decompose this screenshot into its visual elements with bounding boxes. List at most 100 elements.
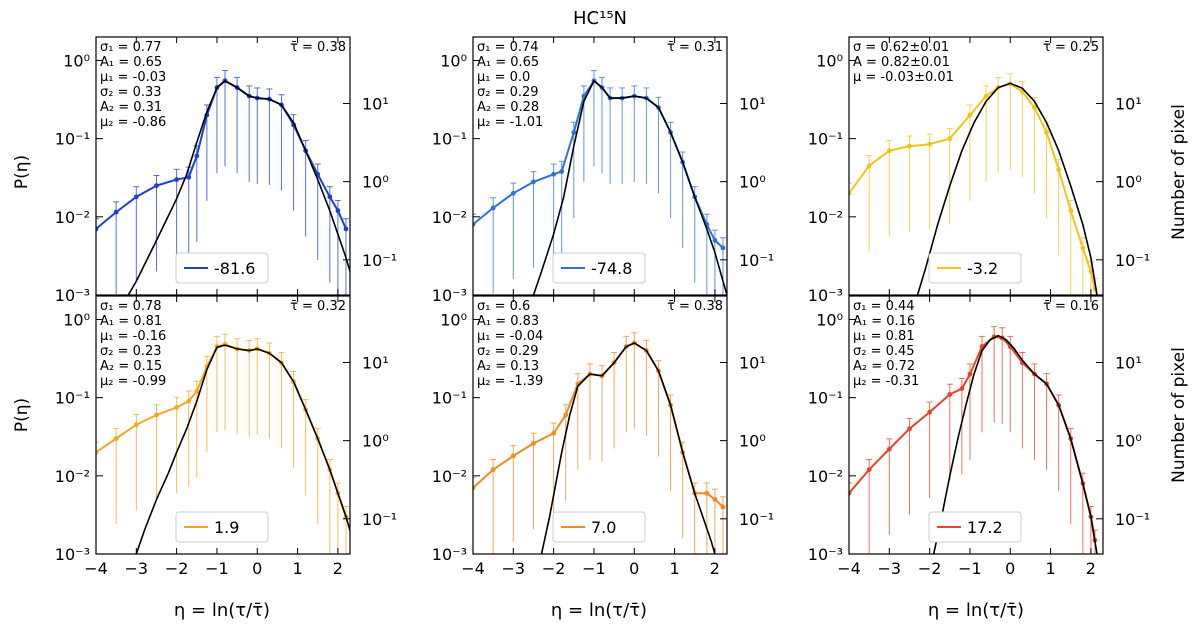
stat-line: μ₂ = -0.31 [853,374,919,389]
y-tick-label: 10⁻² [432,467,467,486]
legend-box [552,511,646,543]
right-y-tick-label: 10¹ [1115,94,1142,113]
y-tick-label: 10⁻¹ [808,389,843,408]
right-y-tick-label: 10⁰ [362,432,389,451]
figure-title: HC¹⁵N [573,8,627,29]
legend-box [175,252,269,284]
stat-line: μ₁ = -0.03 [100,70,166,85]
stat-line: A₂ = 0.31 [100,100,162,115]
y-tick-label: 10⁰ [816,310,843,329]
x-tick-label: −4 [84,559,108,578]
panel-5: −4 −3 −2 −1 0 1 2 10⁻³ 10⁻² 10⁻¹ 10⁰ 10⁻¹ 10⁰ 10¹ σ₁ =… [432,295,774,578]
x-tick-label: −1 [958,559,982,578]
y-tick-label: 10⁻² [432,208,467,227]
x-tick-label: −3 [878,559,902,578]
y-tick-label: 10⁻² [808,208,843,227]
x-axis-label-1: η = ln(τ/τ̄) [174,600,270,621]
x-tick-label: 1 [669,559,679,578]
y-tick-label: 10⁻¹ [432,130,467,149]
y-tick-label: 10⁰ [440,310,467,329]
stat-line: A₁ = 0.81 [100,314,162,329]
stat-line: σ₁ = 0.77 [100,40,162,55]
x-tick-label: 2 [333,559,343,578]
right-y-tick-label: 10⁰ [739,432,766,451]
model-curve [916,82,1098,295]
stat-line: μ₂ = -0.99 [100,374,166,389]
x-tick-label: −2 [542,559,566,578]
axis-frame [472,295,728,555]
tau-bar-label: τ̄ = 0.31 [667,40,723,55]
x-tick-label: 2 [710,559,720,578]
y-axis-label-top: P(η) [12,155,32,189]
model-curve [127,79,350,295]
y-tick-label: 10⁰ [816,51,843,70]
x-tick-label: 1 [1045,559,1055,578]
stat-line: σ = 0.62±0.01 [853,40,949,55]
stat-line: μ₁ = -0.04 [477,329,543,344]
legend-label: -81.6 [214,259,255,278]
stat-line: A₂ = 0.15 [100,359,162,374]
stat-line: σ₂ = 0.29 [477,344,539,359]
stat-line: σ₁ = 0.6 [477,299,530,314]
legend-box [175,511,269,543]
right-y-tick-label: 10¹ [739,353,766,372]
legend-box [928,511,1022,543]
x-tick-label: −4 [461,559,485,578]
y-tick-label: 10⁰ [63,310,90,329]
panel-4: −4 −3 −2 −1 0 1 2 10⁻³ 10⁻² 10⁻¹ 10⁰ 10⁻¹ 10⁰ 10¹ σ₁ =… [55,295,397,578]
right-y-tick-label: 10¹ [362,353,389,372]
y-tick-label: 10⁻² [55,208,90,227]
y-tick-label: 10⁻³ [808,545,843,564]
y-tick-label: 10⁻³ [432,545,467,564]
x-tick-label: 1 [292,559,302,578]
panel-6: −4 −3 −2 −1 0 1 2 10⁻³ 10⁻² 10⁻¹ 10⁰ 10⁻¹ 10⁰ 10¹ σ₁ =… [808,295,1150,578]
legend-box [552,252,646,284]
axis-frame [95,36,351,296]
stat-line: μ = -0.03±0.01 [853,70,954,85]
right-y-tick-label: 10⁰ [1115,173,1142,192]
axis-frame [472,36,728,296]
legend-label: 17.2 [967,518,1003,537]
model-curve [932,334,1098,554]
right-y-tick-label: 10⁻¹ [1115,251,1150,270]
stat-line: μ₁ = 0.0 [477,70,530,85]
right-y-tick-label: 10⁻¹ [739,510,774,529]
model-curve [135,344,350,554]
stat-line: σ₂ = 0.33 [100,85,162,100]
data-series [473,70,726,295]
x-tick-label: −1 [582,559,606,578]
x-tick-label: 2 [1086,559,1096,578]
tau-bar-label: τ̄ = 0.38 [667,299,723,314]
x-tick-label: −2 [918,559,942,578]
y-tick-label: 10⁻¹ [55,130,90,149]
axis-frame [848,295,1104,555]
tau-bar-label: τ̄ = 0.38 [290,40,346,55]
model-curve [532,79,727,295]
y-axis-label-bottom: P(η) [12,398,32,432]
legend-box [928,252,1022,284]
axis-frame [848,36,1104,296]
y-tick-label: 10⁰ [440,51,467,70]
right-y-tick-label: 10⁻¹ [1115,510,1150,529]
stat-line: σ₁ = 0.44 [853,299,915,314]
stat-line: A₁ = 0.65 [100,55,162,70]
right-y-tick-label: 10⁻¹ [362,510,397,529]
x-tick-label: −1 [205,559,229,578]
stat-line: A₂ = 0.13 [477,359,539,374]
stat-line: σ₁ = 0.78 [100,299,162,314]
right-y-tick-label: 10¹ [1115,353,1142,372]
stat-line: μ₁ = 0.81 [853,329,915,344]
right-y-tick-label: 10⁰ [1115,432,1142,451]
stat-line: A₁ = 0.83 [477,314,539,329]
stat-line: A₂ = 0.28 [477,100,539,115]
stat-line: A₂ = 0.72 [853,359,915,374]
right-y-tick-label: 10¹ [362,94,389,113]
right-y-tick-label: 10⁻¹ [739,251,774,270]
tau-bar-label: τ̄ = 0.32 [290,299,346,314]
x-tick-label: 0 [629,559,639,578]
stat-line: μ₁ = -0.16 [100,329,166,344]
